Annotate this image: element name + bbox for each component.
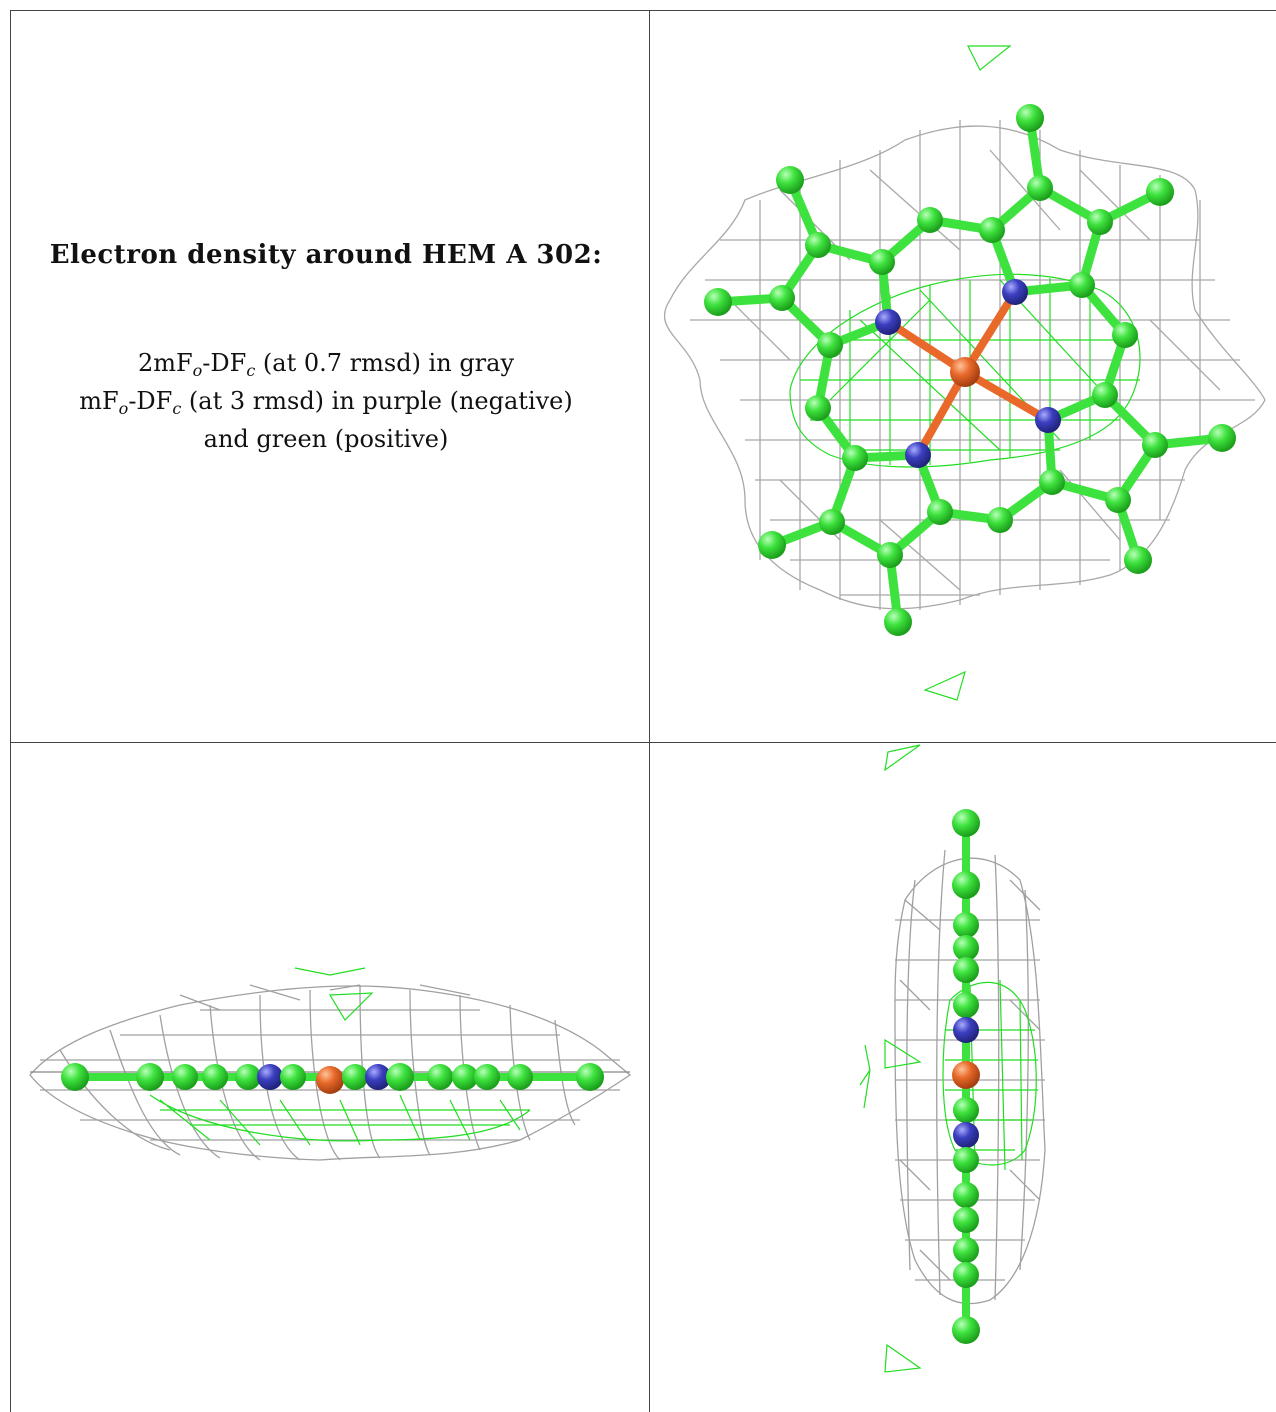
- caption-block: Electron density around HEM A 302: 2mFo-…: [20, 240, 632, 458]
- caption-line-fofc: mFo-DFc (at 3 rmsd) in purple (negative): [79, 387, 573, 418]
- atoms-side: [61, 1063, 604, 1094]
- mesh-fofc-positive-side: [149, 967, 531, 1146]
- mesh-fofc-positive-edge: [859, 744, 1038, 1373]
- caption-line-colors: and green (positive): [203, 425, 449, 453]
- atom-iron-top: [950, 357, 980, 387]
- caption-line-2fofc: 2mFo-DFc (at 0.7 rmsd) in gray: [137, 349, 515, 380]
- atoms-carbon-top: [704, 104, 1236, 636]
- atoms-nitrogen-top: [875, 279, 1061, 468]
- atoms-edge: [952, 809, 980, 1344]
- divider-vertical: [649, 10, 650, 1412]
- border-left: [10, 10, 11, 1412]
- border-top: [10, 10, 1276, 11]
- divider-horizontal: [10, 742, 1276, 743]
- caption-title: Electron density around HEM A 302:: [49, 240, 603, 270]
- fe-n-bonds-top: [884, 288, 1052, 459]
